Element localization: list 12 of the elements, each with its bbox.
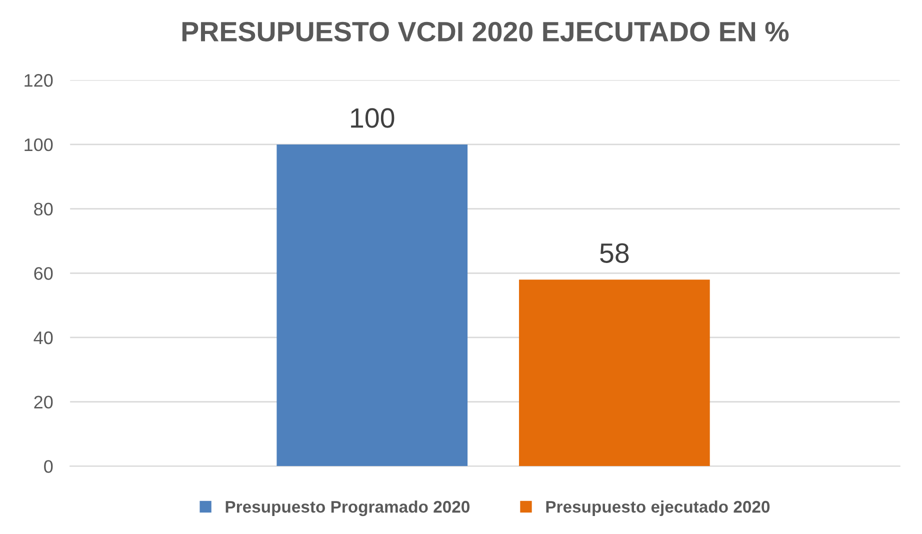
chart-title: PRESUPUESTO VCDI 2020 EJECUTADO EN % xyxy=(182,22,789,42)
y-tick-label: 80 xyxy=(34,202,53,216)
data-label: 58 xyxy=(600,243,629,263)
legend-label: Presupuesto Programado 2020 xyxy=(226,500,470,516)
y-tick-label: 120 xyxy=(24,74,53,87)
y-tick-label: 0 xyxy=(44,460,53,473)
y-tick-label: 60 xyxy=(34,267,53,280)
y-tick-label: 20 xyxy=(34,396,53,409)
data-label: 100 xyxy=(351,108,394,128)
y-tick-label: 100 xyxy=(24,138,53,152)
y-tick-label: 40 xyxy=(34,331,53,344)
legend-label: Presupuesto ejecutado 2020 xyxy=(546,500,770,516)
